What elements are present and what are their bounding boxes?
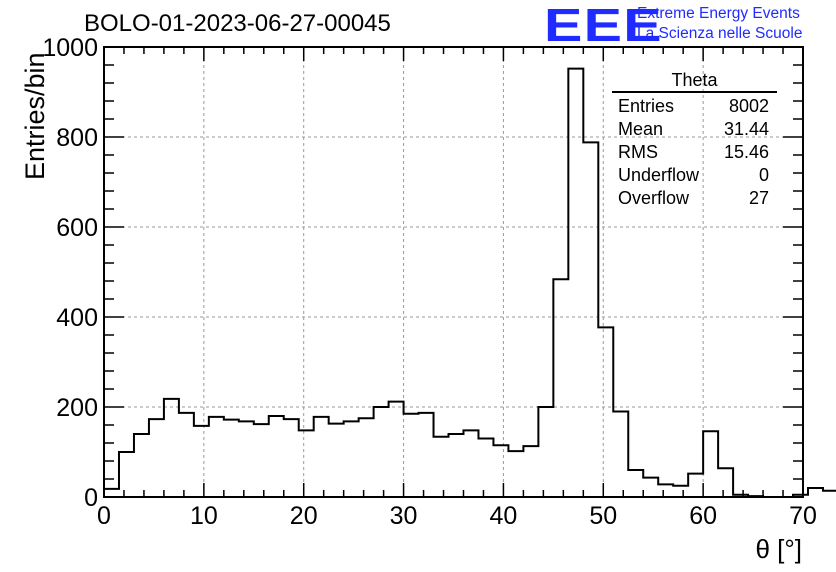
x-tick-label: 30 xyxy=(390,502,418,530)
stats-value: 8002 xyxy=(728,96,769,116)
histogram-bin xyxy=(434,437,449,497)
stats-value: 15.46 xyxy=(723,142,769,162)
histogram-bin xyxy=(688,474,703,497)
chart-title: BOLO-01-2023-06-27-00045 xyxy=(84,10,391,37)
y-tick-label: 400 xyxy=(56,304,98,332)
histogram-bin xyxy=(104,489,119,497)
histogram-bin xyxy=(478,439,493,498)
logo-line-1: Extreme Energy Events xyxy=(637,5,800,22)
x-tick-label: 0 xyxy=(97,502,111,530)
histogram-bin xyxy=(134,434,149,497)
x-tick-label: 60 xyxy=(689,502,717,530)
histogram-bin xyxy=(463,430,478,497)
stats-row-rms: RMS 15.46 xyxy=(612,141,777,164)
histogram-bin xyxy=(299,430,314,497)
stats-box: Theta Entries 8002 Mean 31.44 RMS 15.46 … xyxy=(612,70,777,210)
stats-label: Entries xyxy=(618,96,675,116)
histogram-bin xyxy=(598,327,613,497)
histogram-bin xyxy=(389,402,404,497)
histogram-bin xyxy=(404,414,419,497)
stats-value: 0 xyxy=(758,165,769,185)
histogram-bin xyxy=(419,413,434,497)
histogram-bin xyxy=(703,431,718,497)
y-tick-label: 0 xyxy=(84,484,98,512)
y-tick-label: 200 xyxy=(56,394,98,422)
stats-row-overflow: Overflow 27 xyxy=(612,187,777,210)
eee-logo: EEE xyxy=(544,0,663,51)
histogram-bin xyxy=(808,488,823,497)
histogram-bin xyxy=(254,424,269,497)
stats-row-underflow: Underflow 0 xyxy=(612,164,777,187)
y-tick-label: 1000 xyxy=(42,34,98,62)
histogram-bin xyxy=(538,407,553,497)
stats-value: 27 xyxy=(748,188,769,208)
eee-logo-text: Extreme Energy Events La Scienza nelle S… xyxy=(637,4,802,44)
stats-header: Theta xyxy=(612,70,777,93)
histogram-bin xyxy=(314,417,329,497)
y-tick-label: 600 xyxy=(56,214,98,242)
histogram-bin xyxy=(149,419,164,497)
histogram-bin xyxy=(568,69,583,497)
stats-label: Mean xyxy=(618,119,664,139)
histogram-bin xyxy=(284,419,299,497)
histogram-outline xyxy=(103,67,836,498)
histogram-bin xyxy=(643,478,658,497)
stats-row-entries: Entries 8002 xyxy=(612,95,777,118)
histogram-bin xyxy=(673,486,688,497)
plot-frame xyxy=(103,46,804,498)
logo-line-2: La Scienza nelle Scuole xyxy=(637,25,803,42)
x-tick-label: 70 xyxy=(789,502,817,530)
histogram-bin xyxy=(359,418,374,497)
histogram-bin xyxy=(269,416,284,497)
stats-label: Overflow xyxy=(618,188,690,208)
histogram-bin xyxy=(628,470,643,497)
histogram-bin xyxy=(224,420,239,497)
x-tick-label: 40 xyxy=(490,502,518,530)
stats-row-mean: Mean 31.44 xyxy=(612,118,777,141)
histogram-bin xyxy=(329,424,344,497)
histogram-bin xyxy=(194,426,209,497)
x-tick-label: 20 xyxy=(290,502,318,530)
histogram-bin xyxy=(508,451,523,497)
histogram-bin xyxy=(374,407,389,497)
histogram-bin xyxy=(718,468,733,497)
histogram-bin xyxy=(613,412,628,498)
x-tick-label: 50 xyxy=(589,502,617,530)
x-tick-label: 10 xyxy=(190,502,218,530)
histogram-bin xyxy=(658,484,673,497)
stats-label: RMS xyxy=(618,142,658,162)
y-axis-label: Entries/bin xyxy=(20,52,50,180)
histogram-bin xyxy=(239,421,254,497)
histogram-bin xyxy=(344,421,359,497)
histogram-bin xyxy=(119,452,134,497)
histogram-bin xyxy=(583,142,598,497)
histogram-bin xyxy=(449,434,464,497)
histogram-bin xyxy=(493,445,508,497)
histogram-bin xyxy=(523,446,538,497)
x-axis-label: θ [°] xyxy=(755,534,802,564)
y-tick-label: 800 xyxy=(56,124,98,152)
histogram-bin xyxy=(209,417,224,497)
histogram-bin xyxy=(179,413,194,497)
histogram-bin xyxy=(823,491,836,497)
histogram-bin xyxy=(553,279,568,497)
stats-value: 31.44 xyxy=(723,119,769,139)
histogram-bin xyxy=(164,399,179,497)
stats-label: Underflow xyxy=(618,165,700,185)
